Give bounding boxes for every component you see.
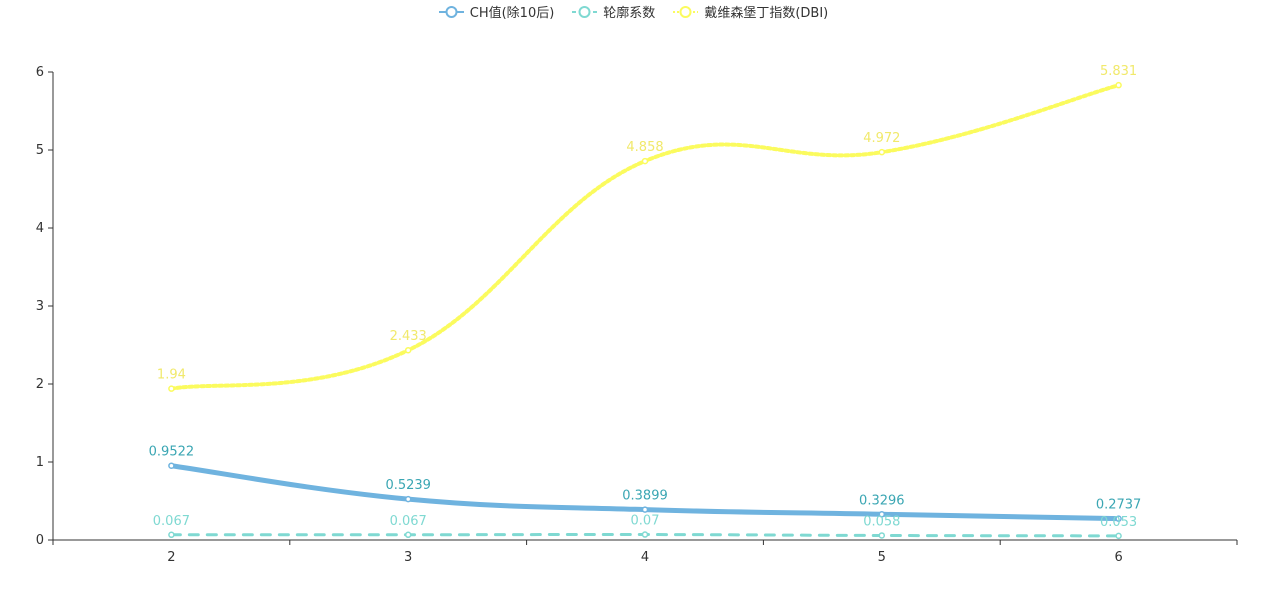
series-1-point-4 xyxy=(1115,532,1122,540)
series-2-point-2 xyxy=(641,157,649,165)
series-1-point-2 xyxy=(641,531,649,538)
series-1-data-label-4: 0.053 xyxy=(1100,515,1137,530)
y-tick-label-1: 1 xyxy=(36,455,44,470)
series-2-point-0 xyxy=(168,385,175,392)
legend: CH值(除10后) 轮廓系数 戴维森堡丁指数(DBI) xyxy=(0,2,1267,21)
series-0-data-label-0: 0.9522 xyxy=(149,445,195,460)
legend-label-ch: CH值(除10后) xyxy=(469,6,555,21)
series-0-data-label-4: 0.2737 xyxy=(1096,498,1142,513)
legend-label-dbi: 戴维森堡丁指数(DBI) xyxy=(704,6,829,21)
x-tick-label-1: 3 xyxy=(404,550,412,565)
series-1-point-0 xyxy=(168,531,175,539)
legend-item-ch[interactable]: CH值(除10后) xyxy=(438,2,555,21)
series-0-data-label-3: 0.3296 xyxy=(859,493,905,508)
series-1-data-label-1: 0.067 xyxy=(390,514,427,529)
series-0-data-label-1: 0.5239 xyxy=(385,478,431,493)
series-2-data-label-0: 1.94 xyxy=(157,368,186,383)
x-tick-label-2: 4 xyxy=(641,550,649,565)
series-2-data-label-1: 2.433 xyxy=(390,329,427,344)
legend-label-silhouette: 轮廓系数 xyxy=(603,6,656,21)
y-tick-label-2: 2 xyxy=(36,377,44,392)
series-line-2 xyxy=(169,83,1121,391)
series-0-point-2 xyxy=(641,506,649,513)
y-tick-label-3: 3 xyxy=(36,299,44,314)
y-tick-label-5: 5 xyxy=(36,143,44,158)
series-0-point-3 xyxy=(878,511,886,518)
series-1-point-3 xyxy=(878,532,886,539)
y-tick-label-4: 4 xyxy=(36,221,44,236)
series-0-point-4 xyxy=(1115,515,1122,522)
y-tick-label-0: 0 xyxy=(36,533,44,548)
legend-item-dbi[interactable]: 戴维森堡丁指数(DBI) xyxy=(673,2,828,21)
series-1-point-1 xyxy=(404,531,412,539)
x-tick-label-4: 6 xyxy=(1114,550,1122,565)
series-2-point-4 xyxy=(1115,81,1122,89)
legend-item-silhouette[interactable]: 轮廓系数 xyxy=(572,2,655,21)
legend-swatch-dbi xyxy=(673,5,699,19)
series-1-data-label-3: 0.058 xyxy=(863,514,900,529)
y-tick-label-6: 6 xyxy=(36,65,44,80)
series-2-data-label-4: 5.831 xyxy=(1100,64,1137,79)
legend-swatch-ch xyxy=(438,5,464,19)
series-0-data-label-2: 0.3899 xyxy=(622,489,668,504)
series-1-data-label-2: 0.07 xyxy=(631,514,660,529)
series-2-point-1 xyxy=(404,346,412,354)
x-tick-label-0: 2 xyxy=(167,550,175,565)
series-0-point-0 xyxy=(168,462,175,469)
legend-swatch-silhouette xyxy=(572,5,598,19)
x-tick-label-3: 5 xyxy=(878,550,886,565)
series-1-data-label-0: 0.067 xyxy=(153,514,190,529)
series-2-data-label-2: 4.858 xyxy=(626,140,663,155)
series-2-point-3 xyxy=(878,148,886,156)
series-2-data-label-3: 4.972 xyxy=(863,131,900,146)
series-0-point-1 xyxy=(404,495,412,503)
